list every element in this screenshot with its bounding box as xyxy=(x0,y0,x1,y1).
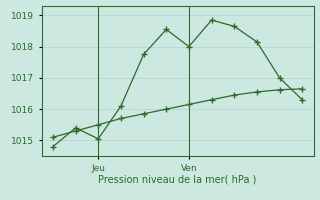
X-axis label: Pression niveau de la mer( hPa ): Pression niveau de la mer( hPa ) xyxy=(99,174,257,184)
